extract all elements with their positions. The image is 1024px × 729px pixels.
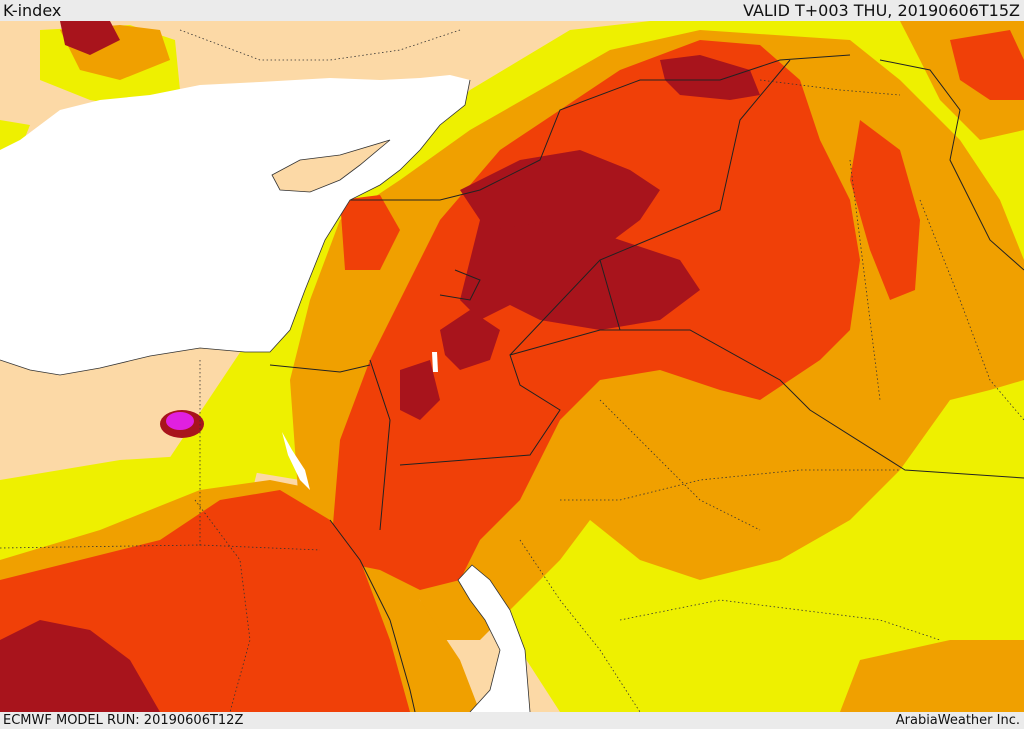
gulf-of-suez [282,432,310,490]
header-bar: K-index VALID T+003 THU, 20190606T15Z [0,0,1024,21]
k-index-map [0,21,1024,712]
credit-text: ArabiaWeather Inc. [895,713,1020,728]
footer-bar: ECMWF MODEL RUN: 20190606T12Z ArabiaWeat… [0,712,1024,729]
red-sea [458,565,530,712]
model-run: ECMWF MODEL RUN: 20190606T12Z [3,713,244,728]
country-borders [269,54,1024,712]
valid-time: VALID T+003 THU, 20190606T15Z [743,1,1020,20]
map-title: K-index [3,1,62,20]
dead-sea [432,352,438,372]
province-borders [0,29,1024,712]
cyprus [272,140,390,192]
k-index-magenta-spot [160,410,204,438]
mediterranean-sea [0,75,470,375]
coastlines [0,79,531,712]
k-index-dark-red-band [0,21,760,712]
